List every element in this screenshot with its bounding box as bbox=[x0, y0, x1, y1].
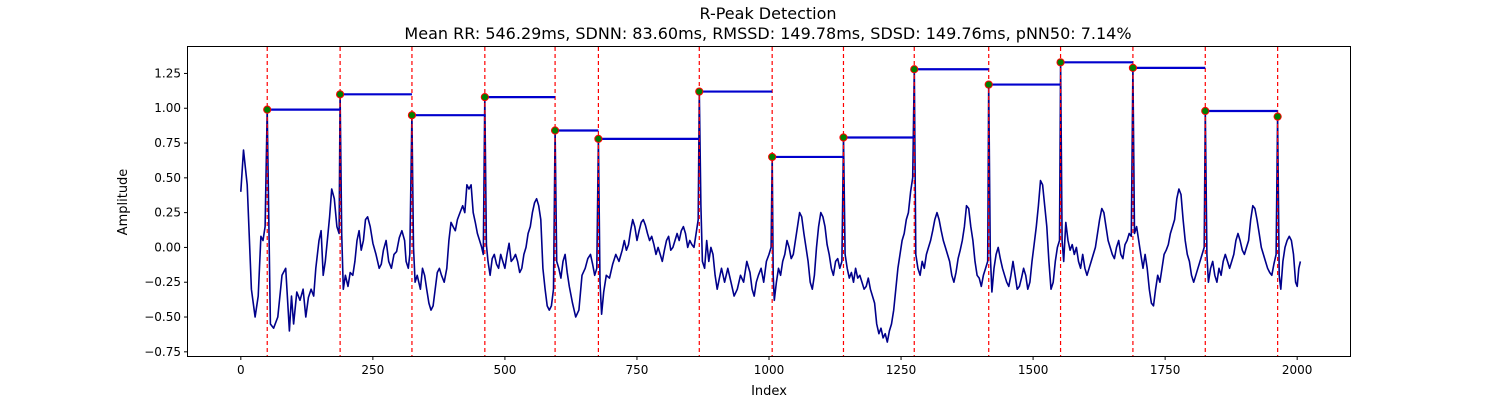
y-tick-label-0: −0.75 bbox=[144, 345, 181, 359]
y-tick-label-8: 1.25 bbox=[154, 66, 181, 80]
x-axis-label: Index bbox=[751, 384, 787, 399]
r-peak-marker-7 bbox=[768, 152, 777, 162]
ecg-signal-line bbox=[240, 61, 1302, 343]
x-tick-label-0: 0 bbox=[237, 363, 245, 377]
x-tick-label-2: 500 bbox=[493, 363, 516, 377]
y-axis-label: Amplitude bbox=[116, 169, 131, 236]
x-tick-label-8: 2000 bbox=[1282, 363, 1313, 377]
x-tick-label-7: 1750 bbox=[1150, 363, 1181, 377]
chart-subtitle: Mean RR: 546.29ms, SDNN: 83.60ms, RMSSD:… bbox=[404, 24, 1131, 43]
r-peak-marker-13 bbox=[1201, 106, 1210, 116]
y-tick-label-5: 0.50 bbox=[154, 171, 181, 185]
x-tick-label-6: 1500 bbox=[1018, 363, 1049, 377]
y-tick-label-4: 0.25 bbox=[154, 206, 181, 220]
x-tick-label-1: 250 bbox=[361, 363, 384, 377]
chart-title: R-Peak Detection bbox=[699, 4, 836, 23]
r-peak-marker-2 bbox=[407, 111, 417, 120]
y-tick-label-7: 1.00 bbox=[154, 101, 181, 115]
r-peak-marker-0 bbox=[263, 105, 272, 114]
y-tick-label-3: 0.00 bbox=[154, 240, 181, 254]
r-peak-marker-12 bbox=[1128, 63, 1138, 72]
y-tick-label-2: −0.25 bbox=[144, 275, 181, 289]
plot-area bbox=[240, 47, 1302, 356]
y-tick-label-1: −0.50 bbox=[144, 310, 181, 324]
r-peak-marker-4 bbox=[550, 126, 560, 135]
r-peak-marker-5 bbox=[594, 134, 603, 143]
r-peak-marker-14 bbox=[1273, 112, 1282, 121]
r-peak-marker-9 bbox=[910, 65, 919, 74]
r-peak-marker-1 bbox=[336, 90, 345, 99]
r-peak-marker-3 bbox=[480, 93, 489, 102]
x-axis: 0 250 500 750 1000 1250 1500 1750 2000 bbox=[237, 356, 1312, 377]
r-peak-marker-10 bbox=[984, 80, 993, 89]
r-peak-marker-8 bbox=[839, 133, 848, 142]
r-peak-marker-6 bbox=[695, 87, 704, 96]
y-tick-label-6: 0.75 bbox=[154, 136, 181, 150]
x-tick-label-3: 750 bbox=[626, 363, 649, 377]
r-peak-marker-11 bbox=[1056, 58, 1065, 67]
x-tick-label-4: 1000 bbox=[754, 363, 785, 377]
y-axis: −0.75 −0.50 −0.25 0.00 0.25 0.50 0.75 1.00 1.25 bbox=[144, 66, 188, 359]
x-tick-label-5: 1250 bbox=[886, 363, 917, 377]
